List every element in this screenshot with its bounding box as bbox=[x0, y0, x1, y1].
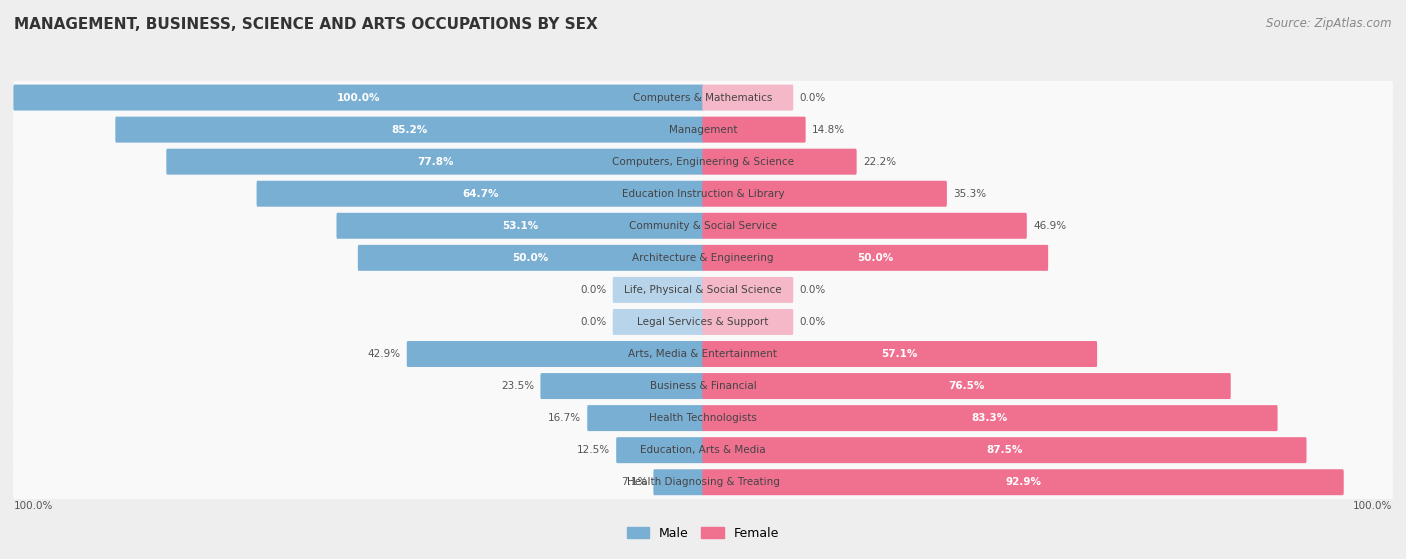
FancyBboxPatch shape bbox=[166, 149, 703, 174]
Text: 42.9%: 42.9% bbox=[367, 349, 401, 359]
Text: Arts, Media & Entertainment: Arts, Media & Entertainment bbox=[628, 349, 778, 359]
FancyBboxPatch shape bbox=[13, 80, 1393, 115]
FancyBboxPatch shape bbox=[13, 369, 1393, 403]
FancyBboxPatch shape bbox=[406, 341, 703, 367]
FancyBboxPatch shape bbox=[703, 469, 1344, 495]
Text: 53.1%: 53.1% bbox=[502, 221, 538, 231]
FancyBboxPatch shape bbox=[703, 405, 1278, 431]
FancyBboxPatch shape bbox=[703, 213, 1026, 239]
FancyBboxPatch shape bbox=[115, 117, 703, 143]
Text: 0.0%: 0.0% bbox=[581, 285, 606, 295]
FancyBboxPatch shape bbox=[703, 117, 806, 143]
Text: 50.0%: 50.0% bbox=[513, 253, 548, 263]
Text: Health Technologists: Health Technologists bbox=[650, 413, 756, 423]
FancyBboxPatch shape bbox=[13, 433, 1393, 467]
FancyBboxPatch shape bbox=[13, 241, 1393, 274]
FancyBboxPatch shape bbox=[703, 149, 856, 174]
FancyBboxPatch shape bbox=[703, 181, 946, 207]
FancyBboxPatch shape bbox=[703, 277, 793, 303]
Text: 35.3%: 35.3% bbox=[953, 189, 986, 199]
FancyBboxPatch shape bbox=[588, 405, 703, 431]
Text: 46.9%: 46.9% bbox=[1033, 221, 1066, 231]
Text: Computers & Mathematics: Computers & Mathematics bbox=[633, 93, 773, 102]
FancyBboxPatch shape bbox=[13, 401, 1393, 435]
Text: Management: Management bbox=[669, 125, 737, 135]
Text: Source: ZipAtlas.com: Source: ZipAtlas.com bbox=[1267, 17, 1392, 30]
Text: 50.0%: 50.0% bbox=[858, 253, 893, 263]
Text: 0.0%: 0.0% bbox=[800, 285, 825, 295]
Text: 76.5%: 76.5% bbox=[948, 381, 984, 391]
FancyBboxPatch shape bbox=[703, 373, 1230, 399]
FancyBboxPatch shape bbox=[256, 181, 703, 207]
Text: Architecture & Engineering: Architecture & Engineering bbox=[633, 253, 773, 263]
FancyBboxPatch shape bbox=[13, 209, 1393, 243]
FancyBboxPatch shape bbox=[13, 337, 1393, 371]
Text: Health Diagnosing & Treating: Health Diagnosing & Treating bbox=[627, 477, 779, 487]
FancyBboxPatch shape bbox=[14, 84, 703, 111]
FancyBboxPatch shape bbox=[359, 245, 703, 271]
FancyBboxPatch shape bbox=[13, 273, 1393, 307]
FancyBboxPatch shape bbox=[703, 309, 793, 335]
FancyBboxPatch shape bbox=[703, 245, 1047, 271]
FancyBboxPatch shape bbox=[703, 341, 1097, 367]
Text: Education Instruction & Library: Education Instruction & Library bbox=[621, 189, 785, 199]
FancyBboxPatch shape bbox=[13, 466, 1393, 499]
FancyBboxPatch shape bbox=[703, 84, 793, 111]
Text: Life, Physical & Social Science: Life, Physical & Social Science bbox=[624, 285, 782, 295]
FancyBboxPatch shape bbox=[13, 305, 1393, 339]
Text: Community & Social Service: Community & Social Service bbox=[628, 221, 778, 231]
FancyBboxPatch shape bbox=[616, 437, 703, 463]
Text: 22.2%: 22.2% bbox=[863, 157, 896, 167]
Legend: Male, Female: Male, Female bbox=[621, 522, 785, 544]
Text: 0.0%: 0.0% bbox=[800, 317, 825, 327]
Text: 87.5%: 87.5% bbox=[986, 445, 1022, 455]
Text: 12.5%: 12.5% bbox=[576, 445, 610, 455]
Text: Business & Financial: Business & Financial bbox=[650, 381, 756, 391]
Text: 100.0%: 100.0% bbox=[1353, 501, 1392, 511]
Text: MANAGEMENT, BUSINESS, SCIENCE AND ARTS OCCUPATIONS BY SEX: MANAGEMENT, BUSINESS, SCIENCE AND ARTS O… bbox=[14, 17, 598, 32]
Text: 83.3%: 83.3% bbox=[972, 413, 1008, 423]
FancyBboxPatch shape bbox=[540, 373, 703, 399]
FancyBboxPatch shape bbox=[13, 145, 1393, 178]
FancyBboxPatch shape bbox=[336, 213, 703, 239]
Text: 77.8%: 77.8% bbox=[416, 157, 453, 167]
Text: 100.0%: 100.0% bbox=[337, 93, 380, 102]
FancyBboxPatch shape bbox=[654, 469, 703, 495]
FancyBboxPatch shape bbox=[613, 277, 703, 303]
Text: 0.0%: 0.0% bbox=[581, 317, 606, 327]
Text: Education, Arts & Media: Education, Arts & Media bbox=[640, 445, 766, 455]
Text: 23.5%: 23.5% bbox=[501, 381, 534, 391]
Text: Legal Services & Support: Legal Services & Support bbox=[637, 317, 769, 327]
FancyBboxPatch shape bbox=[703, 437, 1306, 463]
Text: 0.0%: 0.0% bbox=[800, 93, 825, 102]
FancyBboxPatch shape bbox=[13, 113, 1393, 146]
Text: 92.9%: 92.9% bbox=[1005, 477, 1040, 487]
Text: 57.1%: 57.1% bbox=[882, 349, 918, 359]
Text: Computers, Engineering & Science: Computers, Engineering & Science bbox=[612, 157, 794, 167]
Text: 16.7%: 16.7% bbox=[548, 413, 581, 423]
Text: 85.2%: 85.2% bbox=[391, 125, 427, 135]
Text: 14.8%: 14.8% bbox=[811, 125, 845, 135]
FancyBboxPatch shape bbox=[13, 177, 1393, 211]
Text: 64.7%: 64.7% bbox=[463, 189, 498, 199]
Text: 100.0%: 100.0% bbox=[14, 501, 53, 511]
Text: 7.1%: 7.1% bbox=[620, 477, 647, 487]
FancyBboxPatch shape bbox=[613, 309, 703, 335]
